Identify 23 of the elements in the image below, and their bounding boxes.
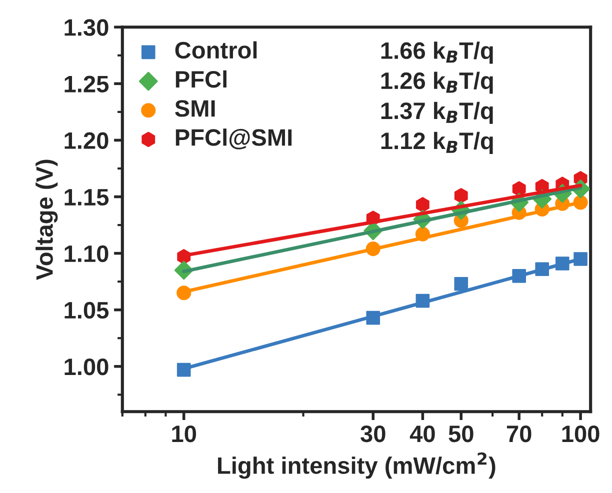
- annotation: 1.66 k$_{B}$T/q: [381, 42, 493, 64]
- y-tick-label: 1.05: [64, 302, 109, 319]
- x-tick-label: 50: [448, 425, 474, 442]
- legend-label: PFCl@SMI: [176, 128, 292, 150]
- y-tick-label: 1.00: [64, 358, 108, 376]
- annotation: 1.37 k$_{B}$T/q: [381, 102, 493, 124]
- legend-label: PFCl: [176, 70, 226, 88]
- annotation: 1.12 k$_{B}$T/q: [381, 132, 493, 154]
- y-axis-title: Voltage (V): [36, 160, 58, 280]
- x-tick-label: 100: [562, 425, 600, 442]
- y-tick-label: 1.20: [64, 132, 108, 150]
- x-tick-label: 10: [172, 425, 196, 442]
- y-tick-label: 1.15: [64, 189, 109, 206]
- legend-label: SMI: [175, 100, 215, 117]
- x-tick-label: 30: [360, 425, 386, 442]
- y-tick-label: 1.25: [64, 76, 109, 92]
- x-tick-label: 40: [410, 425, 435, 442]
- annotation: 1.26 k$_{B}$T/q: [381, 72, 493, 94]
- x-axis-title: Light intensity (mW/cm$^{2}$): [218, 452, 496, 479]
- y-tick-label: 1.10: [64, 245, 108, 262]
- legend-label: Control: [175, 41, 257, 59]
- x-tick-label: 70: [506, 425, 532, 442]
- y-tick-label: 1.30: [64, 19, 108, 36]
